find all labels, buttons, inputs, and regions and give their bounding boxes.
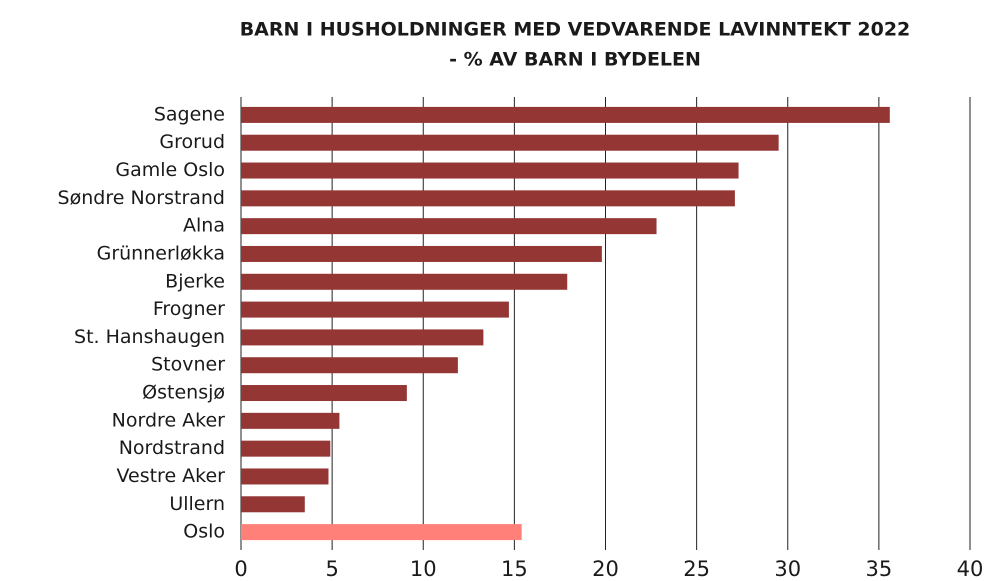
bar bbox=[241, 468, 329, 485]
x-tick-label: 40 bbox=[957, 557, 984, 581]
y-tick-label: St. Hanshaugen bbox=[74, 326, 225, 348]
y-tick-label: Søndre Norstrand bbox=[58, 187, 225, 209]
y-tick-label: Nordre Aker bbox=[112, 409, 226, 431]
bar bbox=[241, 385, 407, 402]
bar bbox=[241, 357, 458, 374]
x-tick-label: 0 bbox=[234, 557, 247, 581]
bar bbox=[241, 162, 739, 179]
y-tick-label: Ullern bbox=[169, 493, 225, 515]
x-tick-label: 15 bbox=[501, 557, 528, 581]
y-tick-label: Sagene bbox=[154, 103, 225, 125]
y-tick-label: Frogner bbox=[153, 298, 225, 320]
y-tick-label: Vestre Aker bbox=[116, 465, 225, 487]
y-tick-label: Grorud bbox=[159, 131, 225, 153]
x-tick-label: 20 bbox=[592, 557, 619, 581]
bar bbox=[241, 273, 568, 290]
y-tick-label: Alna bbox=[183, 215, 225, 237]
y-tick-label: Grünnerløkka bbox=[97, 242, 225, 264]
x-tick-label: 30 bbox=[774, 557, 801, 581]
chart-subtitle: - % AV BARN I BYDELEN bbox=[449, 49, 701, 71]
y-tick-label: Bjerke bbox=[165, 270, 225, 292]
x-tick-label: 5 bbox=[325, 557, 338, 581]
y-tick-label: Stovner bbox=[151, 354, 225, 376]
x-tick-label: 25 bbox=[683, 557, 710, 581]
bar bbox=[241, 190, 735, 207]
bar bbox=[241, 496, 305, 513]
y-tick-label: Østensjø bbox=[142, 382, 225, 404]
bar bbox=[241, 218, 657, 235]
bar bbox=[241, 134, 779, 151]
bar bbox=[241, 329, 484, 346]
bar bbox=[241, 245, 602, 262]
y-tick-label: Oslo bbox=[183, 521, 225, 543]
bar bbox=[241, 301, 509, 318]
bar bbox=[241, 524, 522, 541]
bar bbox=[241, 106, 890, 123]
x-tick-label: 10 bbox=[410, 557, 437, 581]
bar bbox=[241, 440, 331, 457]
bar bbox=[241, 412, 340, 429]
x-tick-label: 35 bbox=[866, 557, 893, 581]
y-tick-label: Gamle Oslo bbox=[115, 159, 225, 181]
y-tick-label: Nordstrand bbox=[119, 437, 225, 459]
chart-title: BARN I HUSHOLDNINGER MED VEDVARENDE LAVI… bbox=[240, 19, 911, 41]
